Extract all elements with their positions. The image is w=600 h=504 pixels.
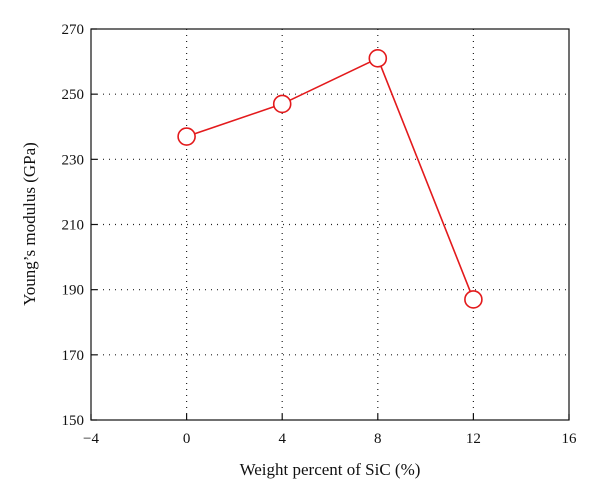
x-tick-label: 8 [374,431,382,447]
data-point [368,49,388,68]
plot-frame [90,28,570,421]
y-tick-label: 250 [62,87,85,103]
x-tick-label: 0 [183,431,191,447]
data-point [464,290,483,309]
x-tick-label: −4 [83,431,99,447]
y-tick-label: 230 [62,152,85,168]
x-tick-labels: −4 0 4 8 12 16 [83,431,577,447]
x-tick-label: 4 [278,431,286,447]
y-tick-label: 210 [62,218,85,234]
y-tick-label: 270 [62,22,85,38]
y-axis-title: Young’s modulus (GPa) [20,142,39,306]
y-tick-label: 170 [62,348,85,364]
y-tick-label: 190 [62,283,85,299]
grid [91,29,569,420]
data-point [272,94,292,114]
data-point [177,127,196,146]
x-tick-label: 12 [466,431,481,447]
y-tick-label: 150 [62,413,85,429]
x-axis-title: Weight percent of SiC (%) [240,460,421,479]
axis-ticks [90,28,570,421]
series [177,49,483,309]
x-tick-label: 16 [562,431,578,447]
series-line [186,57,475,300]
y-tick-labels: 150 170 190 210 230 250 270 [62,22,85,429]
